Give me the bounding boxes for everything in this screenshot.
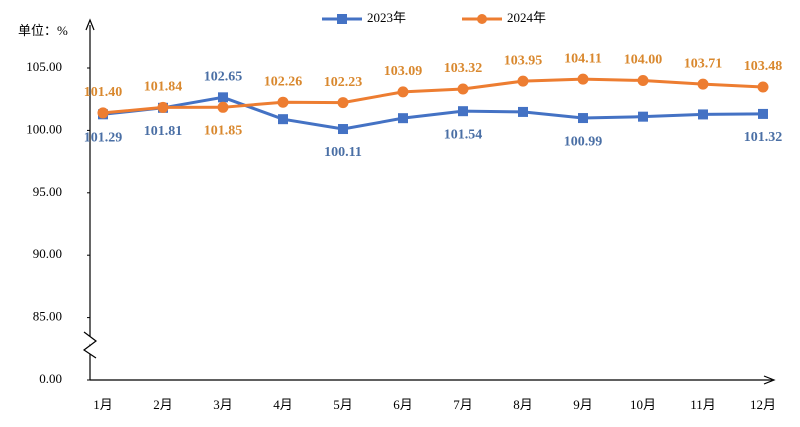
marker [398, 113, 408, 124]
marker [637, 74, 649, 86]
value-label: 103.48 [744, 59, 783, 74]
value-label: 103.71 [684, 56, 723, 71]
value-label: 103.32 [444, 61, 483, 76]
y-unit-label: 单位：% [18, 23, 68, 38]
y-tick-label: 95.00 [33, 184, 62, 199]
x-tick-label: 1月 [93, 397, 113, 412]
marker [337, 97, 349, 109]
x-tick-label: 11月 [690, 397, 716, 412]
x-tick-label: 12月 [750, 397, 776, 412]
y-tick-label: 0.00 [39, 371, 62, 386]
series-line [102, 95, 764, 131]
value-label: 101.81 [144, 124, 183, 139]
marker [578, 113, 588, 124]
value-label: 102.65 [204, 70, 243, 85]
legend-marker [337, 14, 347, 24]
value-label: 102.23 [324, 75, 363, 90]
x-tick-label: 9月 [573, 397, 593, 412]
series-line [102, 77, 764, 115]
x-tick-label: 2月 [153, 397, 173, 412]
marker [397, 86, 409, 98]
marker [217, 101, 229, 113]
y-tick-label: 100.00 [26, 121, 62, 136]
value-label: 104.11 [564, 51, 602, 66]
value-label: 101.40 [84, 85, 123, 100]
marker [518, 106, 528, 117]
marker [458, 106, 468, 117]
value-label: 101.84 [144, 80, 183, 95]
x-axis-arrow [763, 375, 776, 385]
value-label: 101.54 [444, 127, 483, 142]
value-label: 103.95 [504, 53, 543, 68]
value-label: 103.09 [384, 64, 423, 79]
marker [758, 108, 768, 119]
marker [697, 78, 709, 90]
x-tick-label: 6月 [393, 397, 413, 412]
x-tick-label: 7月 [453, 397, 473, 412]
y-axis-arrow [85, 18, 95, 31]
x-tick-label: 5月 [333, 397, 353, 412]
value-label: 104.00 [624, 53, 663, 68]
x-tick-label: 10月 [630, 397, 656, 412]
marker [97, 107, 109, 119]
x-tick-label: 3月 [213, 397, 233, 412]
y-tick-label: 90.00 [33, 246, 62, 261]
marker [157, 101, 169, 113]
marker [338, 124, 348, 135]
value-label: 102.26 [264, 74, 303, 89]
marker [577, 73, 589, 85]
value-label: 101.32 [744, 130, 783, 145]
marker [517, 75, 529, 87]
marker [277, 96, 289, 108]
value-label: 101.29 [84, 131, 123, 146]
axis-break [82, 331, 97, 359]
y-tick-label: 85.00 [33, 309, 62, 324]
legend-label: 2023年 [367, 10, 406, 25]
marker [457, 83, 469, 95]
marker [218, 92, 228, 103]
value-label: 101.85 [204, 124, 243, 139]
y-tick-label: 105.00 [26, 59, 62, 74]
marker [757, 81, 769, 93]
marker [698, 109, 708, 120]
marker [278, 114, 288, 125]
value-label: 100.11 [324, 145, 362, 160]
marker [638, 111, 648, 122]
legend-marker [477, 14, 487, 24]
x-tick-label: 4月 [273, 397, 293, 412]
x-tick-label: 8月 [513, 397, 533, 412]
legend-label: 2024年 [507, 10, 546, 25]
value-label: 100.99 [564, 134, 603, 149]
